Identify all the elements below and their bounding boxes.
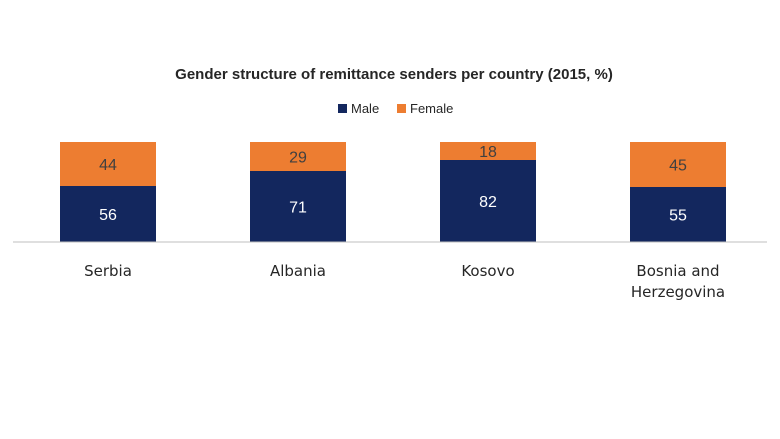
legend: Male Female bbox=[338, 101, 453, 116]
data-label-female-3: 45 bbox=[669, 158, 687, 175]
bar-female-1 bbox=[250, 142, 346, 171]
bar-female-0 bbox=[60, 142, 156, 186]
bar-female-3 bbox=[630, 142, 726, 187]
bar-female-2 bbox=[440, 142, 536, 160]
bar-male-1 bbox=[250, 171, 346, 242]
category-label-3: Bosnia and Herzegovina bbox=[631, 262, 725, 301]
category-label-1: Albania bbox=[270, 262, 326, 280]
bar-male-3 bbox=[630, 187, 726, 242]
category-label-2: Kosovo bbox=[461, 262, 514, 280]
data-label-female-0: 44 bbox=[99, 157, 117, 174]
legend-label-female: Female bbox=[410, 101, 453, 116]
category-label-0: Serbia bbox=[84, 262, 132, 280]
bars: 56 44 71 29 82 18 55 45 bbox=[60, 142, 726, 242]
data-label-female-2: 18 bbox=[479, 144, 497, 161]
bar-male-2 bbox=[440, 160, 536, 242]
data-label-male-0: 56 bbox=[99, 207, 117, 224]
category-labels: Serbia Albania Kosovo Bosnia and Herzegovina bbox=[84, 262, 725, 301]
data-label-male-3: 55 bbox=[669, 208, 687, 225]
bar-male-0 bbox=[60, 186, 156, 242]
chart-title: Gender structure of remittance senders p… bbox=[175, 66, 613, 83]
data-label-male-1: 71 bbox=[289, 200, 307, 217]
legend-swatch-male bbox=[338, 104, 347, 113]
data-label-female-1: 29 bbox=[289, 150, 307, 167]
legend-swatch-female bbox=[397, 104, 406, 113]
data-label-male-2: 82 bbox=[479, 194, 497, 211]
legend-label-male: Male bbox=[351, 101, 379, 116]
